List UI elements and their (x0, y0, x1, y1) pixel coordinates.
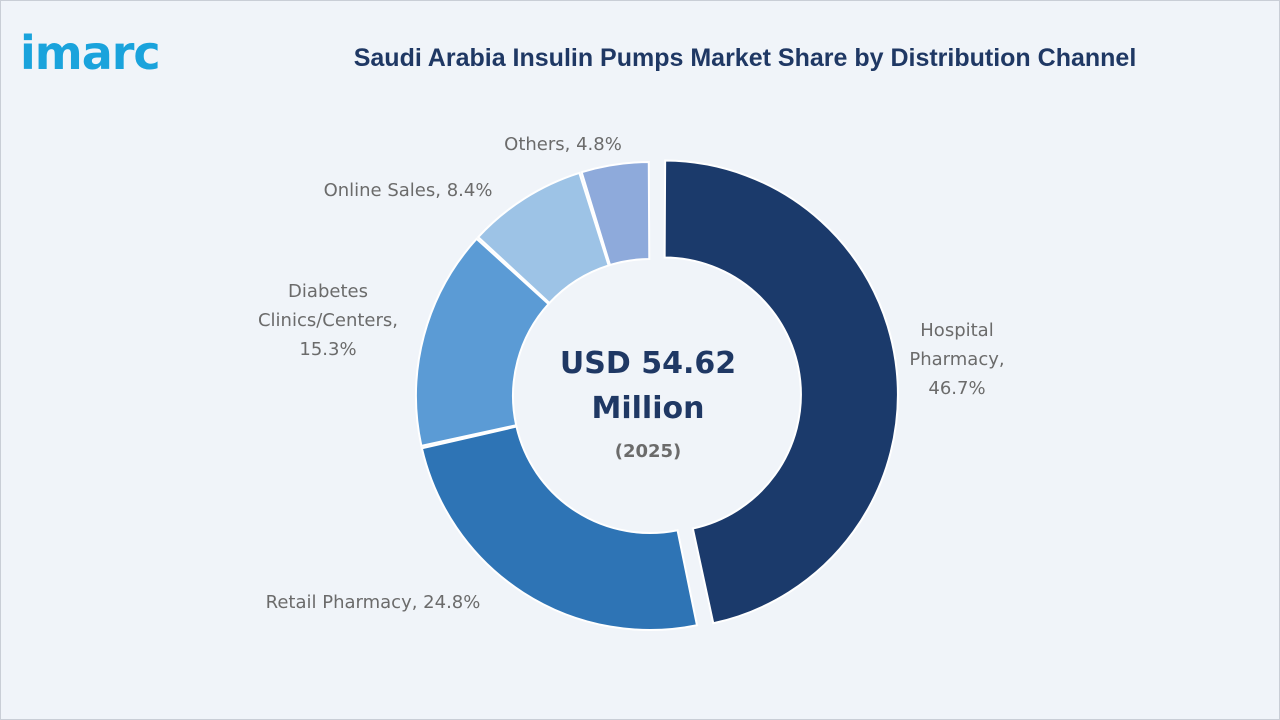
label-line: Retail Pharmacy, 24.8% (266, 592, 481, 613)
slice-retail-pharmacy (420, 425, 699, 631)
center-value-line2: Million (592, 391, 705, 426)
label-line: Pharmacy, (909, 349, 1004, 370)
slices-group (415, 159, 899, 631)
imarc-logo: imarc (20, 26, 161, 80)
label-line: 15.3% (299, 339, 356, 360)
label-line: 46.7% (928, 378, 985, 399)
label-hospital-pharmacy: Hospital Pharmacy, 46.7% (909, 320, 1004, 399)
label-line: Clinics/Centers, (258, 310, 398, 331)
slice-hospital-pharmacy (663, 159, 899, 625)
label-diabetes-clinics-centers: Diabetes Clinics/Centers, 15.3% (258, 281, 398, 360)
slice-others (580, 160, 651, 267)
slice-online-sales (476, 171, 610, 305)
labels-group: Hospital Pharmacy, 46.7% Retail Pharmacy, 2… (258, 134, 1005, 613)
label-retail-pharmacy: Retail Pharmacy, 24.8% (266, 592, 481, 613)
label-line: Hospital (920, 320, 993, 341)
label-line: Diabetes (288, 281, 368, 302)
label-line: Others, 4.8% (504, 134, 622, 155)
label-line: Online Sales, 8.4% (324, 180, 493, 201)
center-value-line1: USD 54.62 (560, 346, 736, 381)
center-year: (2025) (615, 441, 682, 462)
chart-title: Saudi Arabia Insulin Pumps Market Share … (353, 44, 1137, 72)
label-online-sales: Online Sales, 8.4% (324, 180, 493, 201)
label-others: Others, 4.8% (504, 134, 622, 155)
slice-diabetes-clinics-centers (415, 237, 550, 448)
